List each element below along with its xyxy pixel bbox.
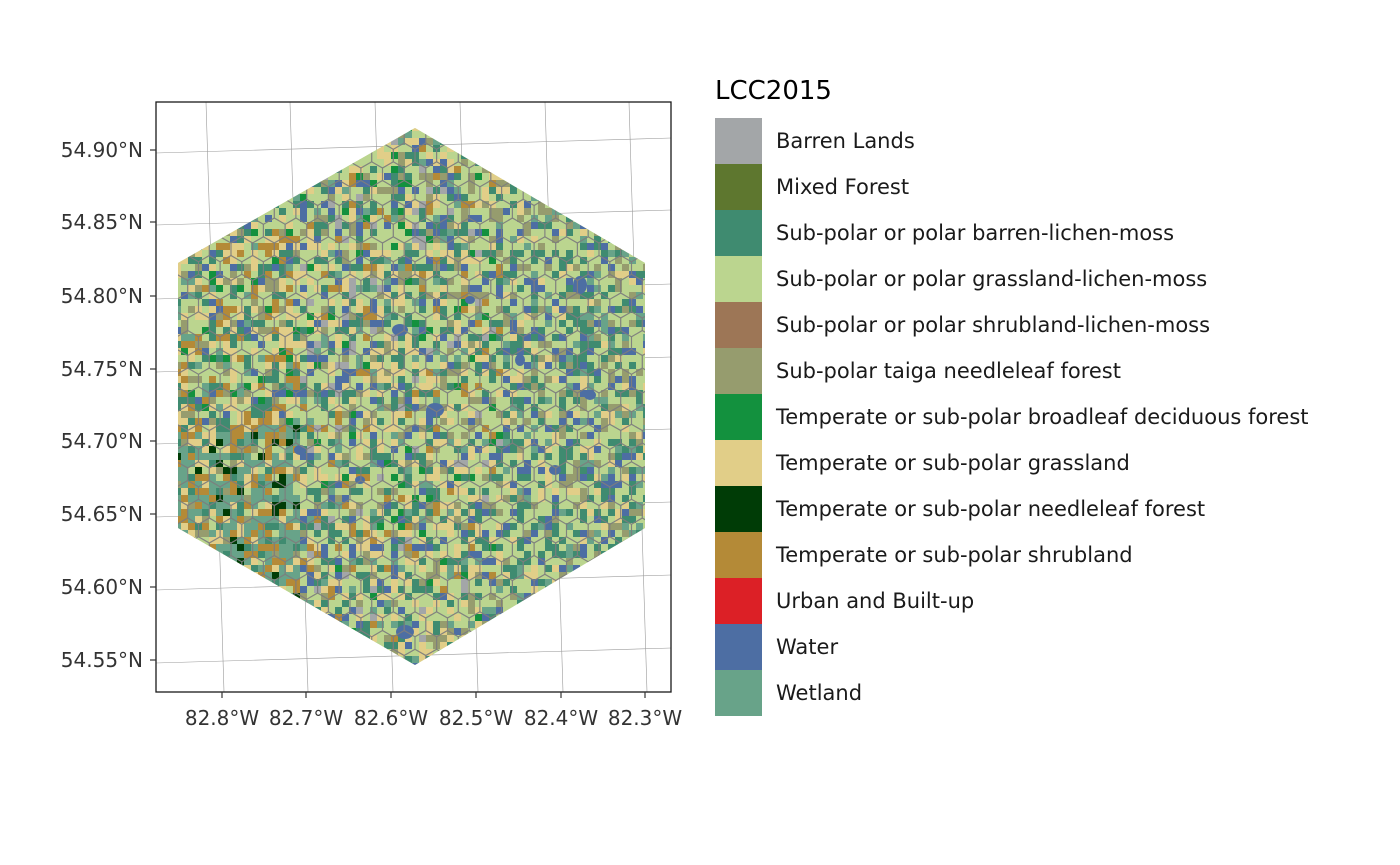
legend-label: Temperate or sub-polar needleleaf forest bbox=[776, 497, 1206, 521]
latitude-tick-label: 54.70°N bbox=[61, 429, 143, 453]
legend-item: Temperate or sub-polar broadleaf deciduo… bbox=[715, 394, 1309, 440]
legend-item: Sub-polar or polar grassland-lichen-moss bbox=[715, 256, 1309, 302]
longitude-tick-label: 82.8°W bbox=[185, 706, 260, 730]
legend-swatch bbox=[715, 624, 762, 670]
legend-swatch bbox=[715, 440, 762, 486]
legend-swatch bbox=[715, 348, 762, 394]
longitude-tick-label: 82.7°W bbox=[269, 706, 344, 730]
latitude-tick-label: 54.85°N bbox=[61, 210, 143, 234]
legend-swatch bbox=[715, 164, 762, 210]
legend-label: Sub-polar or polar grassland-lichen-moss bbox=[776, 267, 1208, 291]
longitude-tick-label: 82.4°W bbox=[524, 706, 599, 730]
legend-swatch bbox=[715, 578, 762, 624]
legend-label: Temperate or sub-polar broadleaf deciduo… bbox=[776, 405, 1309, 429]
legend-swatch bbox=[715, 532, 762, 578]
latitude-tick-label: 54.55°N bbox=[61, 648, 143, 672]
legend-item: Mixed Forest bbox=[715, 164, 1309, 210]
legend-swatch bbox=[715, 118, 762, 164]
legend-item: Wetland bbox=[715, 670, 1309, 716]
legend-swatch bbox=[715, 256, 762, 302]
latitude-tick-label: 54.60°N bbox=[61, 575, 143, 599]
legend-item: Temperate or sub-polar needleleaf forest bbox=[715, 486, 1309, 532]
legend-swatch bbox=[715, 302, 762, 348]
legend-label: Sub-polar or polar shrubland-lichen-moss bbox=[776, 313, 1211, 337]
longitude-tick-label: 82.3°W bbox=[608, 706, 683, 730]
panel-border bbox=[155, 101, 672, 693]
latitude-tick-label: 54.65°N bbox=[61, 502, 143, 526]
latitude-axis: 54.90°N 54.85°N 54.80°N 54.75°N 54.70°N 54.65… bbox=[61, 138, 156, 672]
legend-label: Temperate or sub-polar grassland bbox=[776, 451, 1130, 475]
legend-item: Urban and Built-up bbox=[715, 578, 1309, 624]
legend-swatch bbox=[715, 486, 762, 532]
legend-label: Wetland bbox=[776, 681, 863, 705]
legend-label: Water bbox=[776, 635, 839, 659]
legend-swatch bbox=[715, 394, 762, 440]
legend-item: Temperate or sub-polar grassland bbox=[715, 440, 1309, 486]
legend-label: Sub-polar taiga needleleaf forest bbox=[776, 359, 1121, 383]
latitude-tick-label: 54.75°N bbox=[61, 357, 143, 381]
longitude-axis: 82.8°W 82.7°W 82.6°W 82.5°W 82.4°W 82.3°W bbox=[185, 692, 683, 730]
legend-title: LCC2015 bbox=[715, 76, 832, 106]
legend-label: Mixed Forest bbox=[776, 175, 910, 199]
legend-label: Barren Lands bbox=[776, 129, 915, 153]
latitude-tick-label: 54.80°N bbox=[61, 284, 143, 308]
legend-item: Temperate or sub-polar shrubland bbox=[715, 532, 1309, 578]
legend-label: Sub-polar or polar barren-lichen-moss bbox=[776, 221, 1175, 245]
legend-item: Water bbox=[715, 624, 1309, 670]
land-cover-raster bbox=[178, 128, 645, 665]
legend-swatch bbox=[715, 670, 762, 716]
legend-items: Barren Lands Mixed Forest Sub-polar or pol… bbox=[715, 118, 1309, 716]
legend-item: Barren Lands bbox=[715, 118, 1309, 164]
longitude-tick-label: 82.6°W bbox=[354, 706, 429, 730]
legend-label: Temperate or sub-polar shrubland bbox=[776, 543, 1133, 567]
legend-item: Sub-polar or polar barren-lichen-moss bbox=[715, 210, 1309, 256]
longitude-tick-label: 82.5°W bbox=[439, 706, 514, 730]
latitude-tick-label: 54.90°N bbox=[61, 138, 143, 162]
legend-label: Urban and Built-up bbox=[776, 589, 975, 613]
legend-item: Sub-polar taiga needleleaf forest bbox=[715, 348, 1309, 394]
legend: LCC2015 Barren Lands Mixed Forest Sub-pola… bbox=[715, 74, 1309, 716]
legend-swatch bbox=[715, 210, 762, 256]
legend-item: Sub-polar or polar shrubland-lichen-moss bbox=[715, 302, 1309, 348]
